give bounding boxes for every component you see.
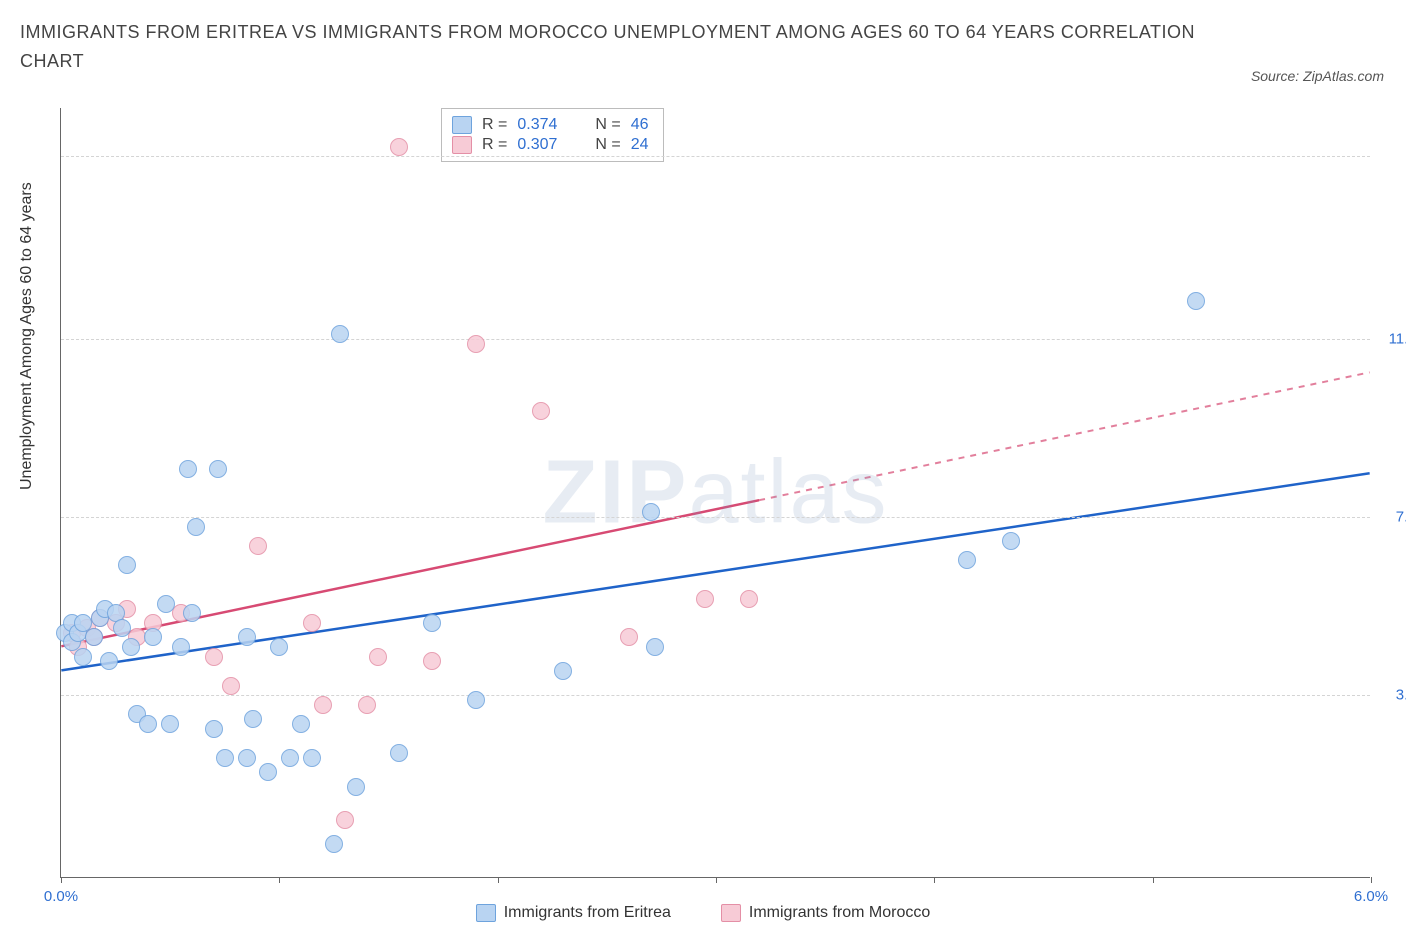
- data-point-eritrea: [172, 638, 190, 656]
- data-point-morocco: [620, 628, 638, 646]
- data-point-morocco: [369, 648, 387, 666]
- gridline: [61, 695, 1370, 696]
- data-point-morocco: [249, 537, 267, 555]
- watermark-atlas: atlas: [688, 442, 888, 542]
- data-point-eritrea: [161, 715, 179, 733]
- x-tick: [498, 877, 499, 883]
- data-point-morocco: [390, 138, 408, 156]
- data-point-morocco: [696, 590, 714, 608]
- bottom-legend: Immigrants from Eritrea Immigrants from …: [0, 904, 1406, 922]
- data-point-eritrea: [1187, 292, 1205, 310]
- data-point-eritrea: [292, 715, 310, 733]
- watermark-zip: ZIP: [542, 442, 688, 542]
- data-point-eritrea: [118, 556, 136, 574]
- data-point-eritrea: [216, 749, 234, 767]
- n-label: N =: [595, 136, 620, 154]
- trend-lines: [61, 108, 1370, 877]
- gridline: [61, 339, 1370, 340]
- data-point-eritrea: [646, 638, 664, 656]
- legend-label-eritrea: Immigrants from Eritrea: [504, 904, 671, 922]
- swatch-eritrea: [452, 116, 472, 134]
- x-tick-label: 0.0%: [44, 888, 78, 905]
- data-point-eritrea: [205, 720, 223, 738]
- data-point-eritrea: [1002, 532, 1020, 550]
- data-point-morocco: [222, 677, 240, 695]
- y-tick-label: 7.5%: [1375, 509, 1406, 526]
- data-point-eritrea: [139, 715, 157, 733]
- r-label: R =: [482, 116, 507, 134]
- y-tick-label: 11.2%: [1375, 331, 1406, 348]
- data-point-eritrea: [467, 691, 485, 709]
- stats-legend: R = 0.374 N = 46 R = 0.307 N = 24: [441, 108, 664, 162]
- legend-item-eritrea: Immigrants from Eritrea: [476, 904, 671, 922]
- data-point-morocco: [358, 696, 376, 714]
- data-point-eritrea: [74, 648, 92, 666]
- data-point-eritrea: [331, 325, 349, 343]
- swatch-morocco: [721, 904, 741, 922]
- x-tick: [279, 877, 280, 883]
- n-value-morocco: 24: [631, 136, 649, 154]
- x-tick: [1371, 877, 1372, 883]
- data-point-morocco: [532, 402, 550, 420]
- data-point-eritrea: [238, 628, 256, 646]
- swatch-morocco: [452, 136, 472, 154]
- data-point-eritrea: [325, 835, 343, 853]
- data-point-eritrea: [423, 614, 441, 632]
- data-point-eritrea: [259, 763, 277, 781]
- swatch-eritrea: [476, 904, 496, 922]
- x-tick: [1153, 877, 1154, 883]
- data-point-eritrea: [209, 460, 227, 478]
- data-point-morocco: [205, 648, 223, 666]
- x-tick: [61, 877, 62, 883]
- data-point-morocco: [303, 614, 321, 632]
- watermark: ZIPatlas: [542, 441, 888, 544]
- r-value-morocco: 0.307: [517, 136, 557, 154]
- data-point-eritrea: [642, 503, 660, 521]
- x-tick-label: 6.0%: [1354, 888, 1388, 905]
- data-point-eritrea: [281, 749, 299, 767]
- data-point-eritrea: [100, 652, 118, 670]
- chart-title: IMMIGRANTS FROM ERITREA VS IMMIGRANTS FR…: [20, 18, 1206, 76]
- y-axis-label: Unemployment Among Ages 60 to 64 years: [18, 182, 36, 490]
- r-value-eritrea: 0.374: [517, 116, 557, 134]
- legend-label-morocco: Immigrants from Morocco: [749, 904, 930, 922]
- data-point-eritrea: [122, 638, 140, 656]
- legend-item-morocco: Immigrants from Morocco: [721, 904, 930, 922]
- source-label: Source: ZipAtlas.com: [1251, 68, 1384, 84]
- data-point-eritrea: [347, 778, 365, 796]
- data-point-eritrea: [85, 628, 103, 646]
- data-point-eritrea: [144, 628, 162, 646]
- chart-plot-area: ZIPatlas R = 0.374 N = 46 R = 0.307 N = …: [60, 108, 1370, 878]
- data-point-eritrea: [187, 518, 205, 536]
- data-point-morocco: [467, 335, 485, 353]
- n-value-eritrea: 46: [631, 116, 649, 134]
- data-point-eritrea: [244, 710, 262, 728]
- n-label: N =: [595, 116, 620, 134]
- data-point-eritrea: [238, 749, 256, 767]
- data-point-morocco: [423, 652, 441, 670]
- data-point-morocco: [740, 590, 758, 608]
- data-point-eritrea: [958, 551, 976, 569]
- data-point-morocco: [314, 696, 332, 714]
- x-tick: [716, 877, 717, 883]
- data-point-eritrea: [113, 619, 131, 637]
- gridline: [61, 156, 1370, 157]
- stats-row-morocco: R = 0.307 N = 24: [452, 135, 649, 155]
- data-point-eritrea: [179, 460, 197, 478]
- data-point-eritrea: [157, 595, 175, 613]
- data-point-eritrea: [303, 749, 321, 767]
- data-point-morocco: [336, 811, 354, 829]
- r-label: R =: [482, 136, 507, 154]
- data-point-eritrea: [554, 662, 572, 680]
- x-tick: [934, 877, 935, 883]
- y-tick-label: 3.8%: [1375, 687, 1406, 704]
- gridline: [61, 517, 1370, 518]
- stats-row-eritrea: R = 0.374 N = 46: [452, 115, 649, 135]
- data-point-eritrea: [390, 744, 408, 762]
- data-point-eritrea: [183, 604, 201, 622]
- data-point-eritrea: [270, 638, 288, 656]
